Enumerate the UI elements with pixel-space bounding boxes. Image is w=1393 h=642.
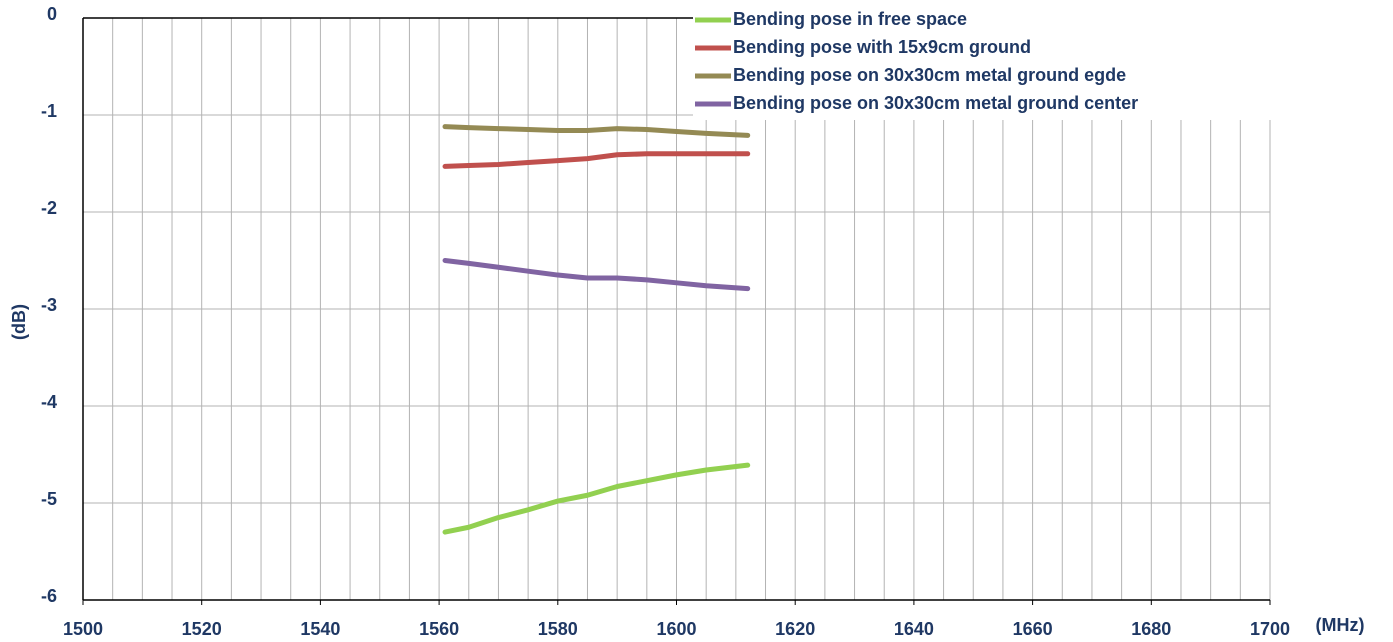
y-tick-label: -4	[41, 392, 57, 412]
y-tick-label: 0	[47, 4, 57, 24]
x-tick-label: 1660	[1013, 619, 1053, 639]
legend-label: Bending pose with 15x9cm ground	[733, 37, 1031, 57]
legend-label: Bending pose on 30x30cm metal ground egd…	[733, 65, 1126, 85]
legend-label: Bending pose in free space	[733, 9, 967, 29]
x-axis-label: (MHz)	[1316, 615, 1365, 635]
x-tick-label: 1640	[894, 619, 934, 639]
series-line	[442, 462, 751, 535]
series-line	[442, 124, 751, 138]
legend-label: Bending pose on 30x30cm metal ground cen…	[733, 93, 1138, 113]
x-tick-label: 1700	[1250, 619, 1290, 639]
x-tick-label: 1560	[419, 619, 459, 639]
y-tick-label: -5	[41, 489, 57, 509]
x-tick-label: 1500	[63, 619, 103, 639]
y-tick-label: -3	[41, 295, 57, 315]
y-tick-label: -1	[41, 101, 57, 121]
series-line	[442, 151, 751, 169]
legend-box	[693, 4, 1353, 120]
x-tick-label: 1620	[775, 619, 815, 639]
series-line	[442, 258, 751, 292]
x-tick-label: 1580	[538, 619, 578, 639]
x-tick-label: 1520	[182, 619, 222, 639]
y-tick-label: -6	[41, 586, 57, 606]
x-tick-label: 1680	[1131, 619, 1171, 639]
x-tick-label: 1600	[656, 619, 696, 639]
y-axis-label: (dB)	[9, 304, 29, 340]
y-tick-label: -2	[41, 198, 57, 218]
x-tick-label: 1540	[300, 619, 340, 639]
